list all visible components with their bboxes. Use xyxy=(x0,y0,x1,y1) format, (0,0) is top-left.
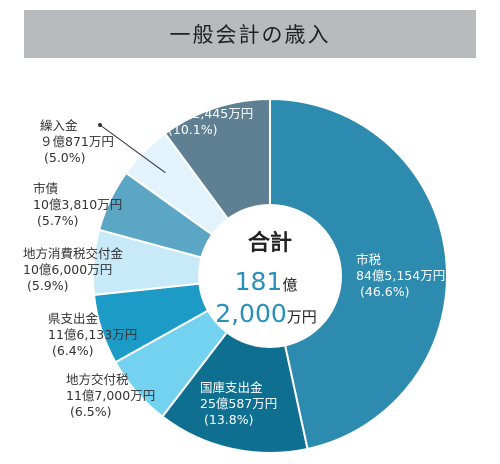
slice-label-3: 県支出金 11億6,133万円(6.4%) xyxy=(48,311,137,358)
leader-line xyxy=(99,124,166,174)
pie-slice-0 xyxy=(269,97,448,451)
slice-label-4: 地方消費税交付金 10億6,000万円(5.9%) xyxy=(23,246,124,293)
center-total-line1: 181億 xyxy=(235,267,298,296)
donut-hole xyxy=(198,204,342,348)
slice-label-1: 国庫支出金 25億587万円(13.8%) xyxy=(200,380,277,427)
center-total-label: 合計 xyxy=(248,230,292,256)
slice-label-7: その他 18億2,445万円(10.1%) xyxy=(164,90,253,137)
slice-label-2: 地方交付税 11億7,000万円(6.5%) xyxy=(66,372,155,419)
slice-label-5: 市債 10億3,810万円(5.7%) xyxy=(33,181,122,228)
title-bar: 一般会計の歳入 xyxy=(24,10,476,58)
slice-label-0: 市税 84億5,154万円(46.6%) xyxy=(356,252,445,299)
center-total-line2: 2,000万円 xyxy=(215,299,317,328)
chart-title: 一般会計の歳入 xyxy=(169,23,331,47)
slice-label-6: 繰入金９億871万円(5.0%) xyxy=(40,118,114,165)
